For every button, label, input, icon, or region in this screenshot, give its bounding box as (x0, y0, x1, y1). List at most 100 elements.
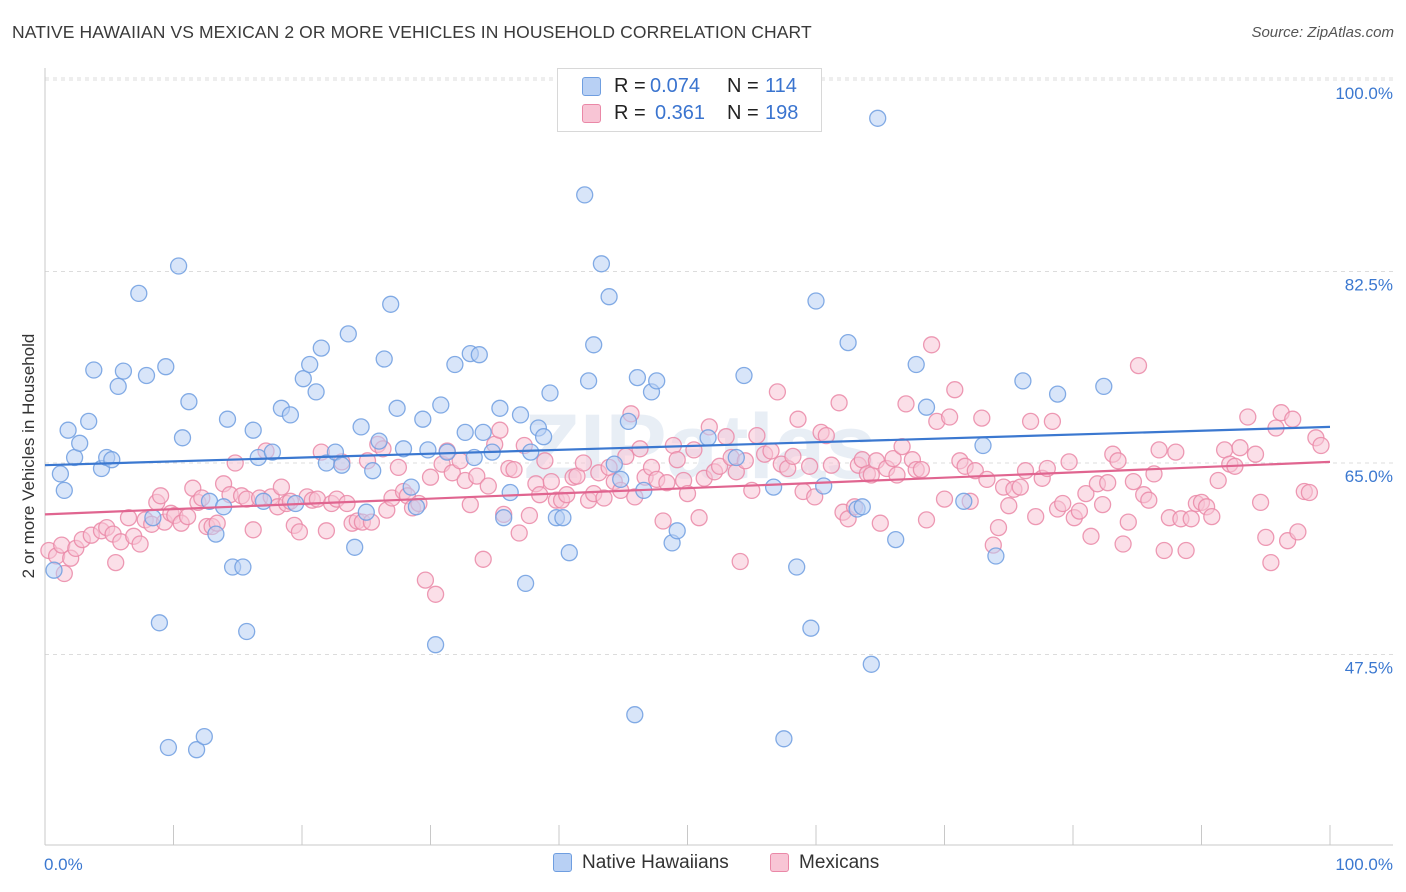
native-hawaiian-point (375, 350, 393, 368)
mexican-point (426, 585, 445, 603)
native-hawaiian-point (501, 483, 519, 502)
y-tick-label: 65.0% (1345, 467, 1393, 486)
chart-title: NATIVE HAWAIIAN VS MEXICAN 2 OR MORE VEH… (12, 22, 812, 42)
legend-swatch-blue (582, 77, 601, 96)
legend-n-value: 198 (765, 102, 799, 124)
native-hawaiian-point (699, 429, 717, 447)
native-hawaiian-point (339, 325, 357, 343)
mexican-point (989, 518, 1008, 537)
native-hawaiian-point (407, 498, 426, 516)
mexican-point (1129, 356, 1148, 375)
mexican-point (710, 457, 729, 475)
mexican-point (226, 454, 244, 472)
mexican-point (290, 523, 309, 541)
mexican-point (922, 336, 941, 354)
mexican-point (762, 442, 780, 460)
mexican-point (443, 464, 461, 482)
native-hawaiian-point (307, 383, 325, 401)
legend-r-value: 0.361 (655, 102, 706, 124)
y-tick-label: 100.0% (1335, 84, 1393, 103)
native-hawaiian-point (862, 655, 880, 673)
native-hawaiian-point (955, 492, 973, 510)
mexican-point (1284, 410, 1302, 428)
mexican-point (107, 553, 125, 572)
mexican-point (768, 383, 787, 401)
native-hawaiians-trend-line (44, 425, 1331, 467)
mexican-point (897, 395, 915, 413)
mexicans-points (40, 336, 1330, 603)
native-hawaiian-point (333, 456, 351, 474)
native-hawaiian-point (1095, 377, 1113, 396)
mexican-point (1060, 453, 1078, 471)
mexican-point (151, 487, 170, 505)
native-hawaiian-point (612, 470, 630, 489)
mexican-point (1246, 445, 1265, 463)
mexican-point (1119, 513, 1137, 531)
native-hawaiian-point (619, 412, 638, 431)
native-hawaiian-point (446, 355, 464, 374)
native-hawaiian-point (869, 109, 887, 127)
mexican-point (748, 426, 766, 445)
native-hawaiian-point (394, 440, 413, 458)
native-hawaiian-point (187, 741, 206, 759)
native-hawaiian-point (974, 436, 992, 455)
mexican-point (1077, 484, 1095, 503)
mexican-point (491, 421, 509, 439)
y-tick-label: 82.5% (1345, 276, 1393, 295)
mexican-point (1300, 483, 1319, 502)
native-hawaiian-point (71, 434, 89, 452)
mexican-point (1043, 412, 1062, 431)
native-hawaiian-point (234, 558, 252, 576)
mexican-point (178, 507, 197, 526)
mexican-point (789, 410, 807, 428)
native-hawaiian-point (775, 730, 793, 748)
mexican-point (558, 486, 576, 504)
legend-r-value: 0.074 (650, 75, 701, 97)
mexican-point (1099, 474, 1117, 492)
native-hawaiian-point (173, 429, 192, 447)
mexican-point (817, 426, 835, 445)
mexican-point (1124, 472, 1143, 491)
legend-r-label: R = (614, 75, 646, 97)
native-hawaiian-point (727, 448, 745, 467)
legend-n-label: N = (727, 102, 759, 124)
native-hawaiian-point (600, 288, 618, 306)
x-tick-label: 100.0% (1335, 855, 1393, 874)
mexican-point (1114, 535, 1132, 553)
native-hawaiian-point (554, 509, 572, 527)
mexican-point (1239, 408, 1257, 426)
native-hawaiian-point (357, 503, 375, 521)
native-hawaiian-point (668, 522, 686, 540)
native-hawaiian-point (534, 428, 553, 446)
native-hawaiian-point (1048, 385, 1067, 403)
legend-swatch-pink (582, 104, 601, 123)
mexican-point (1021, 412, 1040, 431)
legend-box: R = 0.074 N = 114 R = 0.361 N = 198 (557, 68, 822, 132)
mexican-point (1155, 541, 1173, 560)
mexican-point (468, 467, 486, 485)
chart-source: Source: ZipAtlas.com (1251, 24, 1394, 41)
native-hawaiian-point (263, 443, 282, 461)
mexican-point (978, 470, 996, 489)
mexican-point (731, 552, 749, 571)
mexican-point (1182, 510, 1200, 528)
native-hawaiian-point (180, 393, 198, 411)
native-hawaiian-point (907, 355, 925, 374)
mexican-point (973, 409, 991, 427)
mexican-point (940, 408, 959, 426)
mexican-point (784, 447, 802, 466)
native-hawaiian-point (802, 619, 820, 637)
mexican-point (536, 452, 554, 470)
mexican-point (917, 511, 936, 529)
native-hawaiian-point (301, 355, 319, 374)
native-hawaiian-point (159, 738, 178, 757)
native-hawaiian-point (585, 336, 603, 354)
native-hawaiian-point (579, 372, 598, 390)
native-hawaiian-point (402, 478, 420, 496)
native-hawaiian-point (85, 361, 103, 379)
legend-n-label: N = (727, 75, 759, 97)
native-hawaiian-point (541, 384, 559, 402)
mexican-point (520, 506, 539, 525)
native-hawaiian-point (45, 561, 63, 579)
legend-r-label: R = (614, 102, 646, 124)
